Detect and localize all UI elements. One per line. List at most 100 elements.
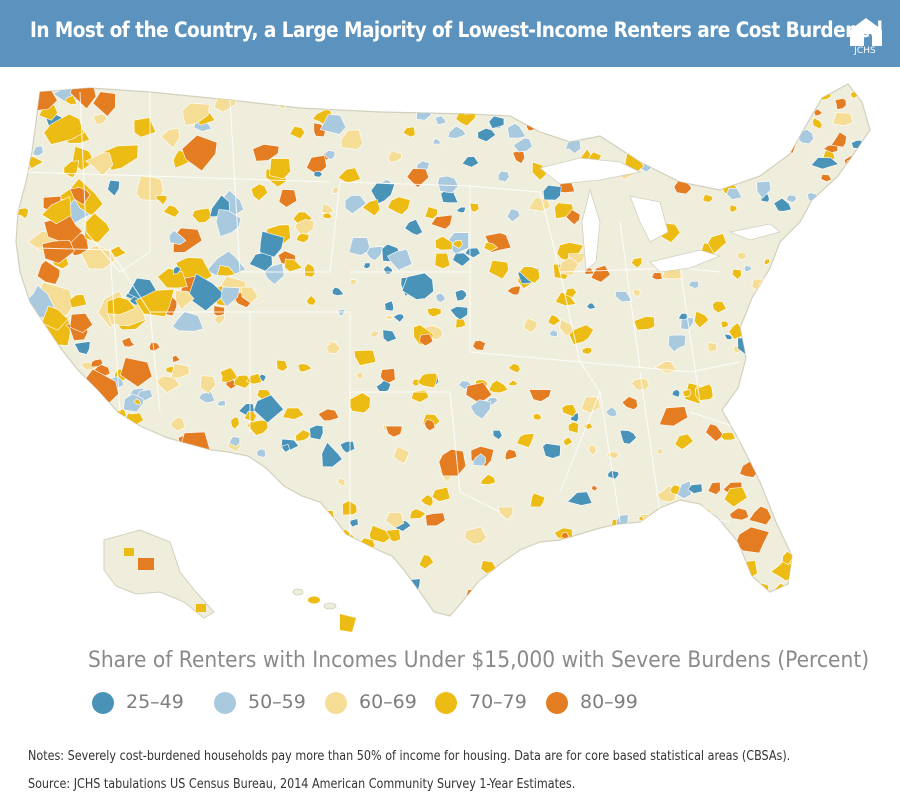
cbsa-region <box>677 480 692 499</box>
west-texas-region <box>321 441 343 468</box>
cbsa-region <box>122 393 144 413</box>
legend-label: 50–59 <box>248 691 306 713</box>
cbsa-region <box>26 512 41 524</box>
cbsa-region <box>786 194 798 203</box>
cbsa-region <box>636 137 651 150</box>
cbsa-region <box>185 567 199 578</box>
cbsa-region <box>199 375 217 395</box>
cbsa-region <box>284 505 300 520</box>
cbsa-region <box>539 594 561 608</box>
cbsa-region <box>297 518 305 526</box>
cbsa-region <box>250 530 258 539</box>
cbsa-region <box>160 127 180 149</box>
cbsa-region <box>87 551 103 562</box>
cbsa-region <box>846 191 866 208</box>
nevada-region <box>135 288 175 318</box>
cbsa-region <box>230 416 240 430</box>
cbsa-region <box>361 593 379 607</box>
cbsa-region <box>312 587 322 596</box>
juneau-cbsa <box>196 604 206 612</box>
cbsa-region <box>702 587 720 604</box>
cbsa-region <box>157 267 188 289</box>
cbsa-region <box>16 301 33 322</box>
cbsa-region <box>527 196 552 212</box>
cbsa-region <box>219 367 238 383</box>
cbsa-region <box>103 505 118 518</box>
cbsa-region <box>509 591 526 605</box>
cbsa-region <box>171 354 181 363</box>
cbsa-region <box>240 286 259 304</box>
cbsa-region <box>488 605 499 613</box>
cbsa-region <box>387 150 402 163</box>
great-lakes <box>539 157 781 273</box>
cbsa-region <box>470 587 491 609</box>
cbsa-region <box>778 313 797 325</box>
legend-swatch <box>214 692 236 714</box>
cbsa-region <box>844 159 860 177</box>
cbsa-region <box>621 396 639 410</box>
oregon-region <box>41 196 72 225</box>
cbsa-region <box>831 330 844 340</box>
anchorage-cbsa <box>138 558 154 570</box>
cbsa-region <box>577 571 597 588</box>
cbsa-region <box>452 252 472 267</box>
cbsa-region <box>797 241 812 255</box>
cbsa-region <box>744 586 756 598</box>
cbsa-region <box>749 454 759 465</box>
cbsa-region <box>528 389 552 402</box>
cbsa-region <box>773 197 792 212</box>
cbsa-region <box>651 272 663 281</box>
cbsa-region <box>85 462 98 472</box>
cbsa-region <box>748 505 772 526</box>
cbsa-region <box>569 412 579 423</box>
cbsa-region <box>299 550 314 561</box>
cbsa-region <box>705 423 725 442</box>
cbsa-region <box>506 208 521 223</box>
cbsa-region <box>744 399 763 420</box>
cbsa-region <box>20 535 31 544</box>
cbsa-region <box>722 143 738 161</box>
cbsa-region <box>392 313 405 323</box>
cbsa-region <box>743 330 762 341</box>
cbsa-region <box>93 113 108 126</box>
cbsa-region <box>480 474 496 485</box>
cbsa-region <box>756 180 772 199</box>
cbsa-region <box>322 580 337 591</box>
cbsa-region <box>304 579 322 596</box>
cbsa-region <box>641 515 661 531</box>
cbsa-region <box>809 342 817 350</box>
cbsa-region <box>594 597 618 612</box>
cbsa-region <box>707 341 718 353</box>
cbsa-region <box>529 561 543 576</box>
cbsa-region <box>607 470 620 480</box>
cbsa-region <box>447 125 467 139</box>
legend-label: 70–79 <box>469 691 527 713</box>
cbsa-region <box>824 453 835 463</box>
cbsa-region <box>207 530 217 539</box>
cbsa-region <box>669 484 681 495</box>
cbsa-region <box>128 459 147 473</box>
cbsa-region <box>619 429 637 445</box>
cbsa-region <box>497 564 519 586</box>
cbsa-region <box>586 302 597 310</box>
cbsa-region <box>455 317 467 329</box>
cbsa-region <box>845 409 864 422</box>
cbsa-region <box>76 387 98 406</box>
cbsa-region <box>90 358 104 368</box>
cbsa-region <box>581 347 592 355</box>
cbsa-region <box>289 536 312 555</box>
cbsa-region <box>763 425 785 449</box>
cbsa-region <box>746 310 757 323</box>
cbsa-region <box>565 137 582 154</box>
cbsa-region <box>712 300 727 314</box>
cbsa-region <box>32 145 44 157</box>
cbsa-region <box>592 561 606 574</box>
cbsa-region <box>706 148 715 156</box>
cbsa-region <box>454 289 468 302</box>
cbsa-region <box>459 98 479 115</box>
cbsa-region <box>313 560 339 579</box>
cbsa-region <box>107 179 120 197</box>
legend-label: 25–49 <box>126 691 184 713</box>
cbsa-region <box>103 432 115 442</box>
cbsa-region <box>464 247 481 258</box>
